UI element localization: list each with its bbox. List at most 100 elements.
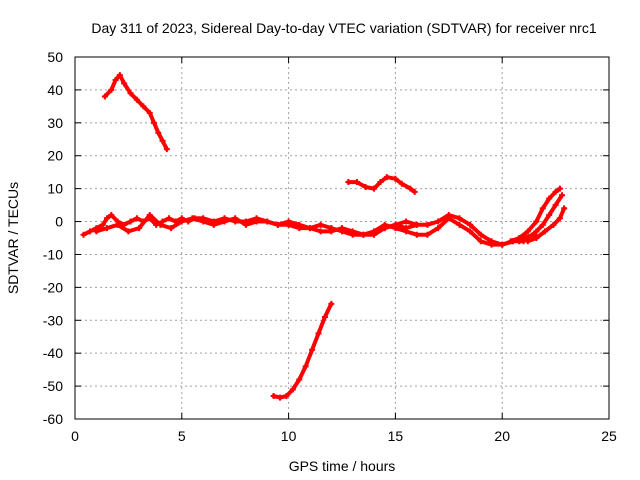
data-point <box>467 221 474 228</box>
series-arc-late-c <box>524 205 568 245</box>
data-point <box>116 72 123 79</box>
data-point <box>155 129 162 136</box>
data-point <box>127 218 134 225</box>
data-point <box>242 221 249 228</box>
data-point <box>550 221 557 228</box>
x-axis-label: GPS time / hours <box>289 458 396 474</box>
x-tick-label: 15 <box>388 428 404 444</box>
data-point <box>413 231 420 238</box>
data-point <box>345 179 352 186</box>
data-point <box>168 225 175 232</box>
data-point <box>121 80 128 87</box>
data-point <box>541 228 548 235</box>
x-tick-label: 10 <box>281 428 297 444</box>
data-point <box>377 179 384 186</box>
data-point <box>371 228 378 235</box>
data-point <box>302 363 309 370</box>
data-point <box>127 90 134 97</box>
series-line <box>508 186 562 244</box>
plot-frame <box>74 56 610 420</box>
data-point <box>328 300 335 307</box>
data-point <box>456 221 463 228</box>
data-point <box>108 86 115 93</box>
data-point <box>125 228 132 235</box>
y-tick-label: -60 <box>43 411 63 427</box>
data-point <box>477 238 484 245</box>
data-point <box>556 215 563 222</box>
y-tick-label: 20 <box>47 148 63 164</box>
data-point <box>467 228 474 235</box>
data-point <box>270 392 277 399</box>
data-point <box>507 238 514 245</box>
data-point <box>533 218 540 225</box>
series-arc-mid-bump <box>345 174 418 195</box>
series-arc-late-a <box>507 185 563 245</box>
data-point <box>411 188 418 195</box>
data-point <box>321 313 328 320</box>
x-tick-label: 25 <box>601 428 617 444</box>
data-point <box>178 218 185 225</box>
data-point <box>317 228 324 235</box>
data-point <box>392 221 399 228</box>
data-point <box>104 215 111 222</box>
data-point <box>159 137 166 144</box>
data-point <box>157 221 164 228</box>
data-point <box>99 221 106 228</box>
data-point <box>210 221 217 228</box>
data-point <box>86 228 93 235</box>
data-point <box>561 205 568 212</box>
data-point <box>398 180 405 187</box>
data-point <box>165 215 172 222</box>
data-point <box>456 215 463 222</box>
data-point <box>392 175 399 182</box>
data-point <box>277 394 284 401</box>
x-tick-label: 20 <box>494 428 510 444</box>
y-tick-label: -10 <box>43 246 63 262</box>
y-tick-label: -40 <box>43 345 63 361</box>
axis-ticks: 0 5 10 15 20 25 -60 -50 -40 -30 -20 -10 0 10 20 30 40 50 <box>43 49 617 444</box>
series-arc-main-4 <box>381 211 527 248</box>
data-point <box>353 179 360 186</box>
data-point <box>264 218 271 225</box>
data-point <box>339 228 345 235</box>
data-point <box>146 109 153 116</box>
data-point <box>104 225 111 232</box>
data-point <box>101 93 108 100</box>
data-point <box>435 218 442 225</box>
y-tick-label: 10 <box>47 181 63 197</box>
data-point <box>221 218 228 225</box>
data-point <box>309 346 316 353</box>
data-point <box>403 228 410 235</box>
data-point <box>80 231 87 238</box>
y-axis-label: SDTVAR / TECUs <box>5 182 21 294</box>
data-point <box>315 330 322 337</box>
data-point <box>151 119 158 126</box>
data-point <box>524 238 531 245</box>
data-point <box>539 221 546 228</box>
series-arc-high-early <box>101 72 170 153</box>
data-series <box>80 72 568 401</box>
data-point <box>524 228 531 235</box>
chart-title: Day 311 of 2023, Sidereal Day-to-day VTE… <box>91 20 596 36</box>
data-point <box>559 192 566 199</box>
data-point <box>140 103 147 110</box>
data-point <box>435 225 442 232</box>
data-point <box>413 221 420 228</box>
data-point <box>533 228 540 235</box>
series-line <box>346 175 417 194</box>
series-arc-low-noon <box>270 300 335 401</box>
series-line <box>271 301 334 400</box>
data-point <box>477 231 484 238</box>
data-point <box>163 146 170 153</box>
data-point <box>289 386 296 393</box>
data-point <box>232 215 239 222</box>
data-point <box>499 241 506 248</box>
data-point <box>133 215 140 222</box>
data-point <box>546 195 553 202</box>
data-point <box>488 238 495 245</box>
data-point <box>283 392 290 399</box>
grid-lines <box>75 57 609 419</box>
y-tick-label: 50 <box>47 49 63 65</box>
data-point <box>108 211 115 218</box>
